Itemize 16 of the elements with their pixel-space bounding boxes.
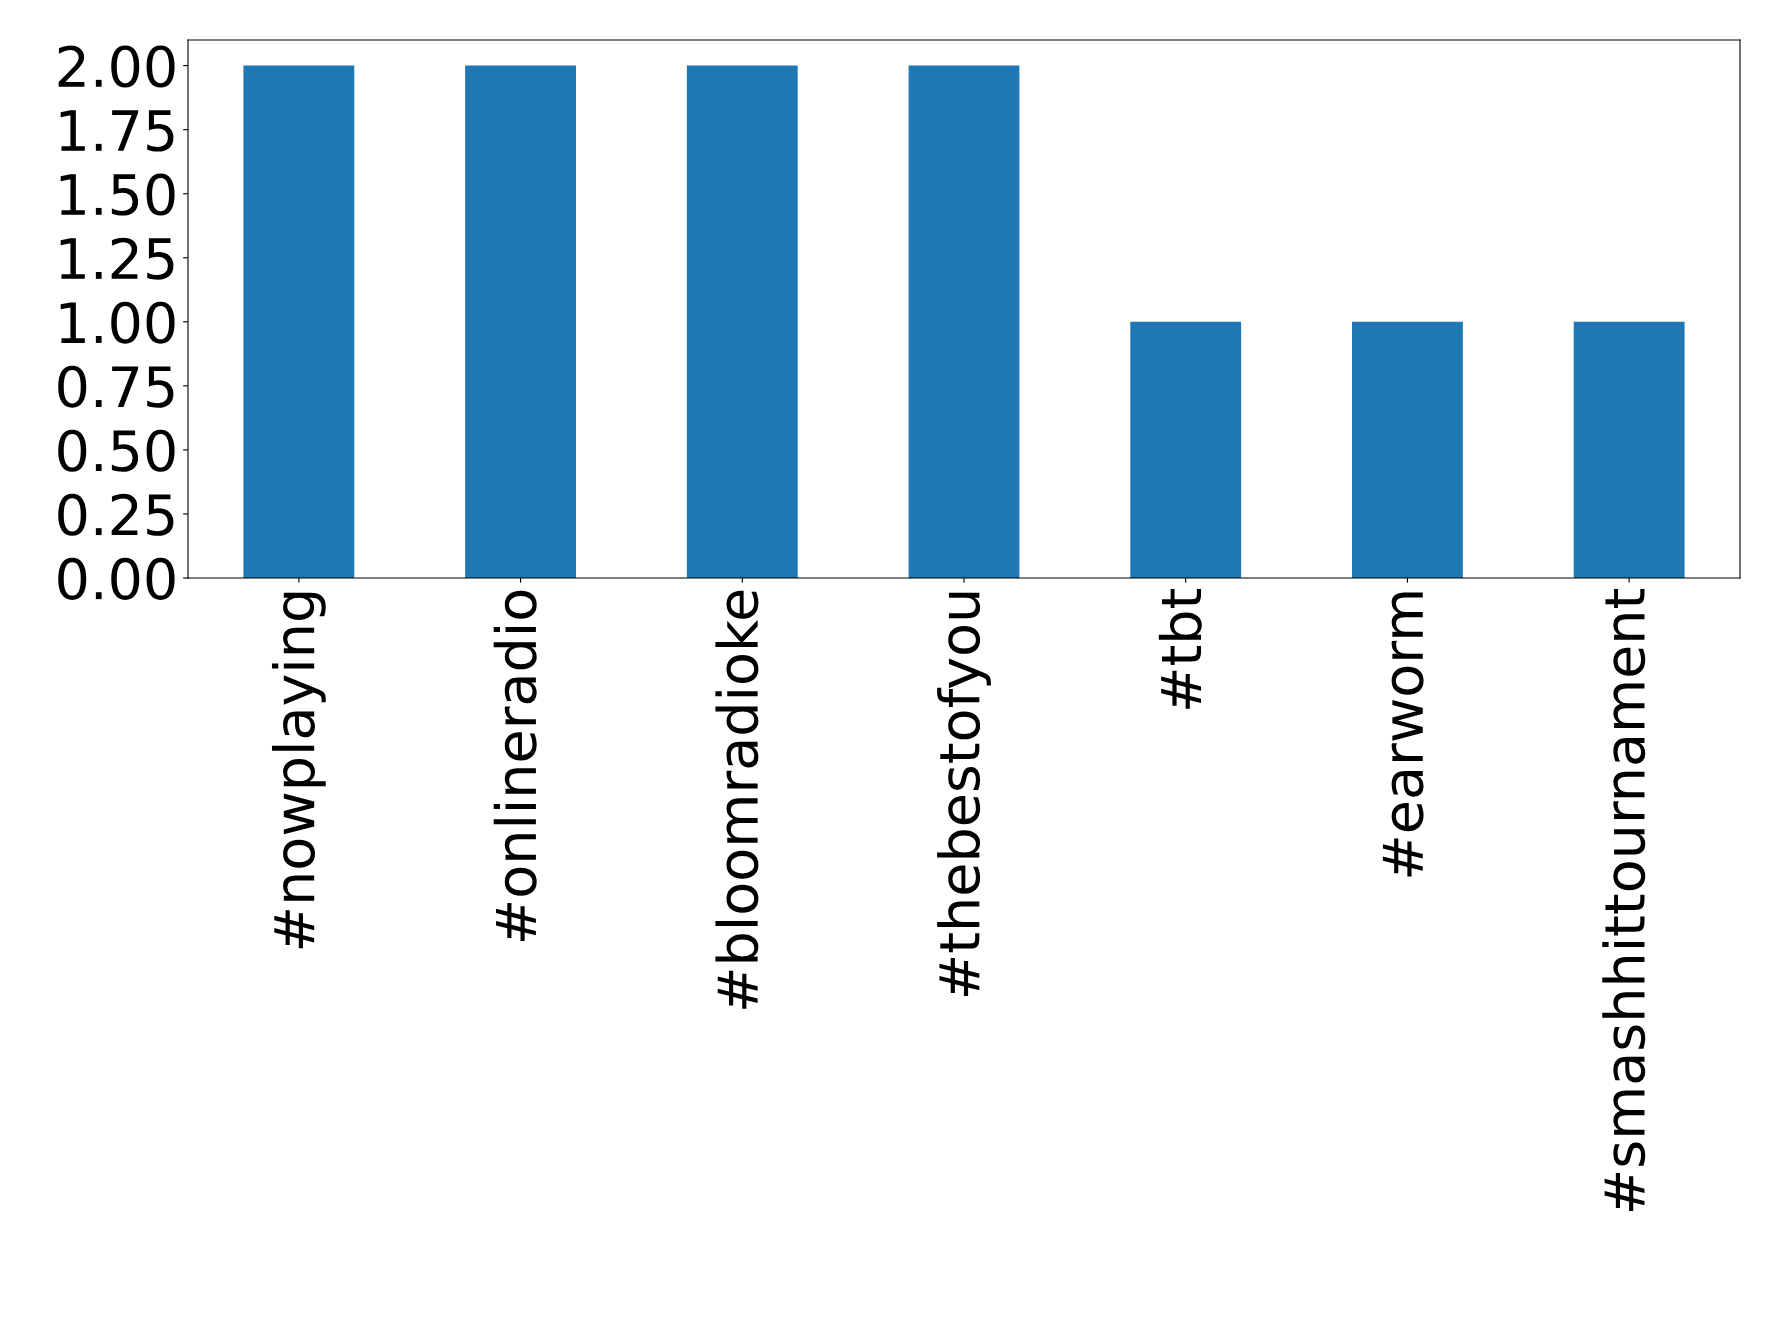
x-tick-label: #smashhittournament <box>1602 589 1646 1212</box>
y-tick-label: 0.50 <box>58 429 175 472</box>
y-tick-label: 0.75 <box>58 365 174 408</box>
x-tick-label: #bloomradioke <box>715 590 759 1009</box>
x-tick-label: #nowplaying <box>271 592 326 949</box>
y-tick-label: 1.75 <box>60 110 174 152</box>
y-tick-label: 2.00 <box>58 45 175 88</box>
y-tick-label: 0.00 <box>58 557 175 600</box>
x-tick-label: #onlineradio <box>493 590 537 942</box>
y-tick-label: 1.00 <box>60 301 175 344</box>
x-tick-label: #thebestofyou <box>937 592 991 996</box>
y-tick-label: 0.25 <box>58 493 174 536</box>
y-tick-label: 1.25 <box>60 237 174 280</box>
y-tick-label: 1.50 <box>60 173 175 216</box>
x-tick-label: #tbt <box>1158 589 1202 709</box>
x-tick-label: #earworm <box>1382 592 1424 877</box>
